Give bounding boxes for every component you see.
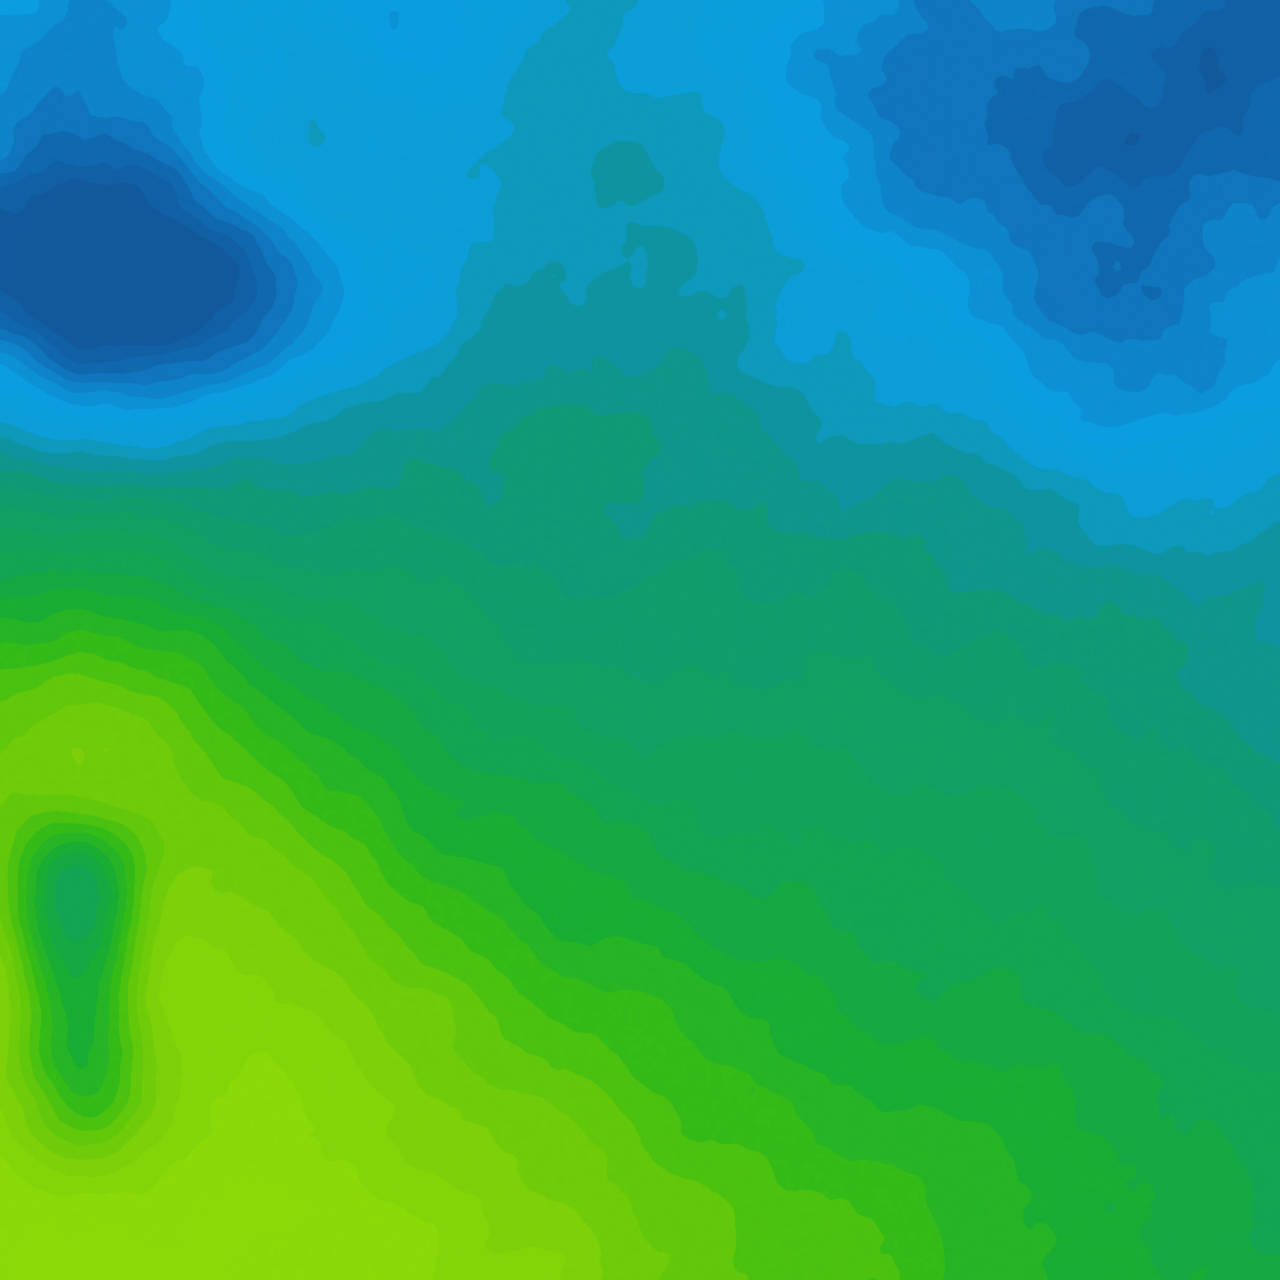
heatmap-figure — [0, 0, 1280, 1280]
contour-field-canvas — [0, 0, 1280, 1280]
